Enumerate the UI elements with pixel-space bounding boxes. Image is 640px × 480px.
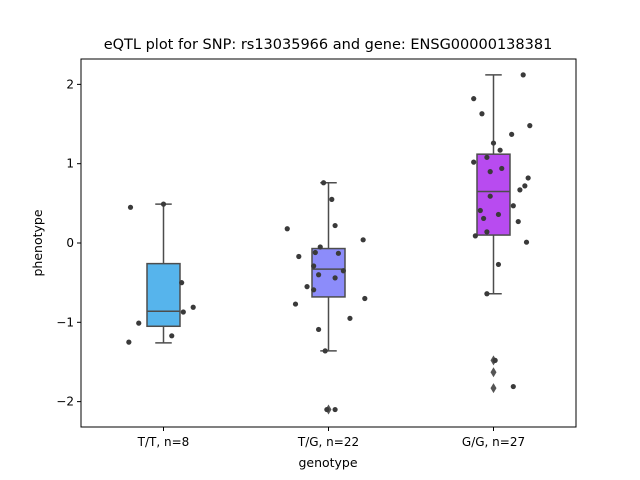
y-tick-label: −2: [56, 395, 74, 409]
data-point: [510, 383, 516, 390]
data-point: [492, 357, 498, 363]
data-point: [332, 406, 338, 413]
data-point: [312, 249, 318, 256]
data-point: [497, 147, 503, 153]
data-point: [316, 272, 322, 278]
data-point: [509, 131, 515, 137]
data-point: [311, 287, 317, 293]
data-point: [190, 304, 196, 310]
data-point: [487, 169, 493, 175]
data-point: [481, 215, 487, 222]
points-group-0: [126, 201, 196, 345]
box-iqr: [146, 262, 181, 328]
box-group-0: [146, 203, 181, 344]
data-point: [484, 154, 490, 160]
y-tick-label: −1: [56, 315, 74, 329]
data-point: [179, 280, 185, 286]
data-point: [329, 196, 335, 202]
points-group-2: [471, 72, 533, 390]
x-axis-label: genotype: [298, 455, 357, 470]
data-point: [362, 295, 368, 302]
data-point: [523, 239, 530, 245]
data-point: [180, 309, 186, 315]
data-point: [477, 207, 483, 214]
box-group-1: [311, 181, 346, 415]
outlier-marker: [490, 383, 497, 394]
box-iqr: [476, 153, 511, 236]
data-point: [317, 244, 323, 250]
x-tick-label: T/G, n=22: [297, 435, 359, 449]
data-point: [484, 291, 490, 297]
data-point: [520, 72, 526, 78]
data-point: [471, 159, 477, 165]
data-point: [296, 253, 302, 260]
data-point: [490, 140, 497, 146]
data-point: [127, 204, 134, 210]
data-point: [499, 165, 505, 172]
data-point: [527, 123, 533, 129]
data-point: [515, 218, 521, 225]
box-group-2: [476, 74, 511, 394]
data-point: [320, 180, 327, 186]
data-point: [311, 263, 317, 269]
data-point: [510, 203, 516, 209]
data-point: [525, 175, 531, 181]
data-point: [487, 193, 493, 199]
data-point: [495, 211, 502, 218]
outlier-marker: [490, 367, 497, 378]
data-point: [324, 406, 330, 413]
data-point: [316, 326, 322, 333]
x-tick-label: G/G, n=27: [462, 435, 525, 449]
axes: −2 −1 0 1 2 T/T, n=8 T/G, n=22 G/G, n=27: [56, 77, 525, 449]
y-tick-label: 0: [66, 236, 74, 250]
data-point: [126, 339, 132, 345]
data-point: [360, 237, 366, 243]
data-point: [332, 222, 338, 229]
data-point: [472, 233, 478, 239]
data-point: [136, 320, 142, 326]
data-point: [322, 348, 328, 354]
data-point: [479, 111, 485, 117]
data-point: [522, 183, 528, 189]
data-point: [169, 333, 175, 339]
data-point: [335, 250, 341, 256]
data-point: [484, 229, 490, 235]
plot-area: [126, 72, 533, 415]
chart-title: eQTL plot for SNP: rs13035966 and gene: …: [104, 37, 553, 53]
data-point: [340, 268, 346, 274]
data-point: [284, 226, 290, 232]
points-group-1: [284, 180, 368, 413]
data-point: [160, 201, 167, 207]
data-point: [495, 261, 502, 268]
x-tick-label: T/T, n=8: [137, 435, 190, 449]
data-point: [332, 275, 338, 281]
data-point: [292, 301, 299, 307]
y-tick-label: 2: [66, 77, 74, 91]
data-point: [517, 187, 523, 193]
data-point: [471, 96, 477, 102]
y-tick-label: 1: [66, 157, 74, 171]
y-axis-label: phenotype: [30, 209, 45, 276]
data-point: [347, 315, 353, 321]
data-point: [304, 284, 310, 290]
